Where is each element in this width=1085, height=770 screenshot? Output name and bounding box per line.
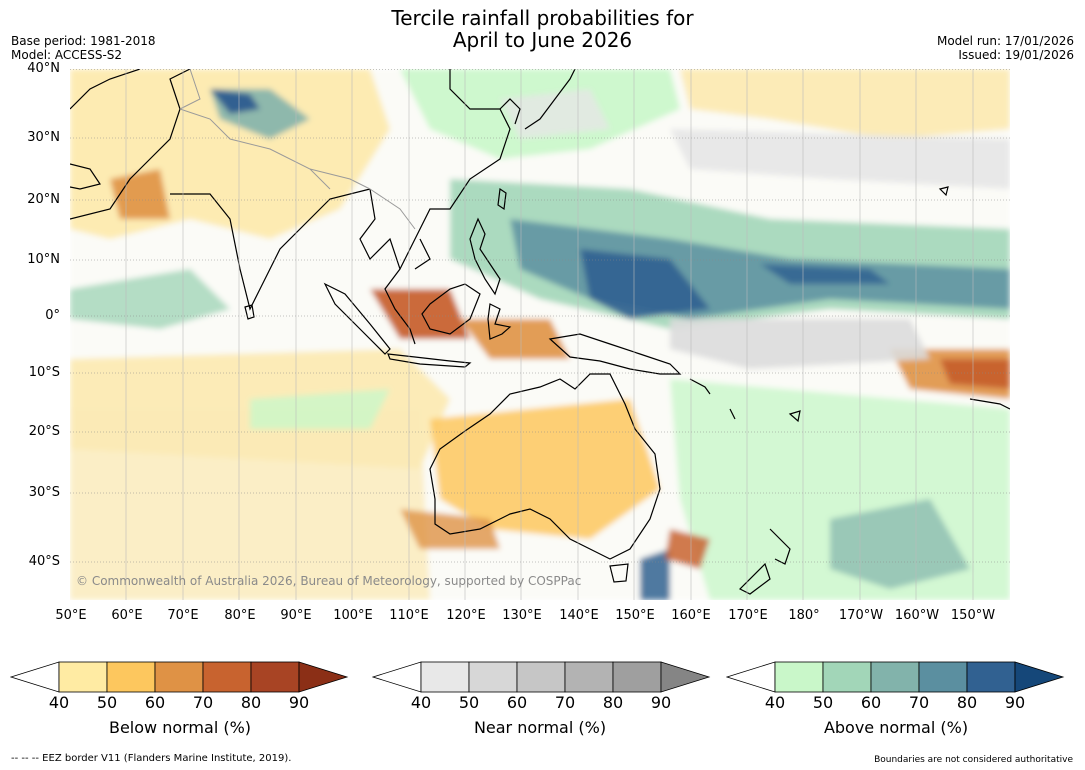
colorbar-segment (870, 661, 920, 693)
country-borders (179, 69, 416, 230)
lat-label: 0° (45, 308, 60, 323)
lon-label: 60°E (111, 608, 143, 623)
colorbar-tick: 80 (602, 693, 624, 712)
model-run: Model run: 17/01/2026 (936, 34, 1074, 48)
colorbar-under-triangle (371, 661, 422, 693)
lon-label: 80°E (224, 608, 256, 623)
colorbar-segment (250, 661, 300, 693)
copyright-note: © Commonwealth of Australia 2026, Bureau… (76, 574, 582, 588)
colorbar-over-triangle (1014, 661, 1065, 693)
colorbar-segment (516, 661, 566, 693)
colorbar-segment (612, 661, 662, 693)
colorbar-above (725, 660, 1066, 694)
colorbar-tick: 90 (1004, 693, 1026, 712)
coastlines (70, 69, 1010, 595)
colorbar-segment (966, 661, 1016, 693)
lon-label: 110°E (389, 608, 429, 623)
colorbar-segment (822, 661, 872, 693)
lat-label: 40°N (27, 61, 60, 76)
colorbar-segment (58, 661, 108, 693)
colorbar-near (371, 660, 712, 694)
lat-label: 40°S (28, 554, 60, 569)
model-name: Model: ACCESS-S2 (11, 48, 123, 62)
lon-label: 140°E (559, 608, 599, 623)
graticule (70, 69, 1010, 563)
lon-label: 90°E (280, 608, 312, 623)
lon-label: 180° (788, 608, 820, 623)
base-period: Base period: 1981-2018 (11, 34, 156, 48)
colorbar-tick: 80 (956, 693, 978, 712)
colorbar-segment (468, 661, 518, 693)
colorbar-tick: 70 (908, 693, 930, 712)
lat-label: 10°N (27, 252, 60, 267)
eez-legend: -- -- -- EEZ border V11 (Flanders Marine… (11, 753, 292, 764)
colorbar-above-label: Above normal (%) (823, 718, 969, 737)
lon-label: 100°E (333, 608, 373, 623)
lon-label: 150°W (950, 608, 996, 623)
colorbar-near-label: Near normal (%) (473, 718, 607, 737)
boundaries-note: Boundaries are not considered authoritat… (874, 755, 1073, 765)
colorbar-segment (106, 661, 156, 693)
map-canvas (70, 69, 1010, 600)
issued-date: Issued: 19/01/2026 (958, 48, 1074, 62)
lat-label: 30°N (27, 130, 60, 145)
lon-label: 120°E (446, 608, 486, 623)
colorbar-segment (420, 661, 470, 693)
colorbar-over-triangle (298, 661, 349, 693)
colorbar-tick: 50 (812, 693, 834, 712)
map-title-line2: April to June 2026 (452, 28, 633, 52)
colorbar-tick: 70 (554, 693, 576, 712)
lon-label: 50°E (55, 608, 87, 623)
colorbar-tick: 60 (144, 693, 166, 712)
lat-label: 20°S (28, 424, 60, 439)
probability-map (70, 69, 1010, 600)
lon-label: 160°W (894, 608, 940, 623)
map-title-line1: Tercile rainfall probabilities for (391, 6, 694, 30)
lat-label: 20°N (27, 192, 60, 207)
colorbar-tick: 60 (506, 693, 528, 712)
colorbar-tick: 90 (288, 693, 310, 712)
lat-label: 10°S (28, 365, 60, 380)
meridians (125, 69, 974, 600)
colorbar-below-label: Below normal (%) (108, 718, 252, 737)
lon-label: 170°E (728, 608, 768, 623)
colorbar-tick: 40 (48, 693, 70, 712)
colorbar-below (9, 660, 350, 694)
colorbar-segment (564, 661, 614, 693)
lon-label: 70°E (167, 608, 199, 623)
colorbar-under-triangle (9, 661, 60, 693)
colorbar-under-triangle (725, 661, 776, 693)
lon-label: 130°E (502, 608, 542, 623)
lon-label: 150°E (615, 608, 655, 623)
colorbar-segment (774, 661, 824, 693)
lat-label: 30°S (28, 485, 60, 500)
colorbar-tick: 60 (860, 693, 882, 712)
lon-label: 170°W (838, 608, 884, 623)
colorbar-tick: 50 (96, 693, 118, 712)
rainfall-probability-field (70, 69, 1010, 600)
colorbar-tick: 40 (410, 693, 432, 712)
colorbar-tick: 90 (650, 693, 672, 712)
colorbar-tick: 40 (764, 693, 786, 712)
colorbar-tick: 80 (240, 693, 262, 712)
colorbar-segment (202, 661, 252, 693)
colorbar-segment (918, 661, 968, 693)
lon-label: 160°E (671, 608, 711, 623)
colorbar-tick: 70 (192, 693, 214, 712)
colorbar-segment (154, 661, 204, 693)
colorbar-over-triangle (660, 661, 711, 693)
colorbar-tick: 50 (458, 693, 480, 712)
